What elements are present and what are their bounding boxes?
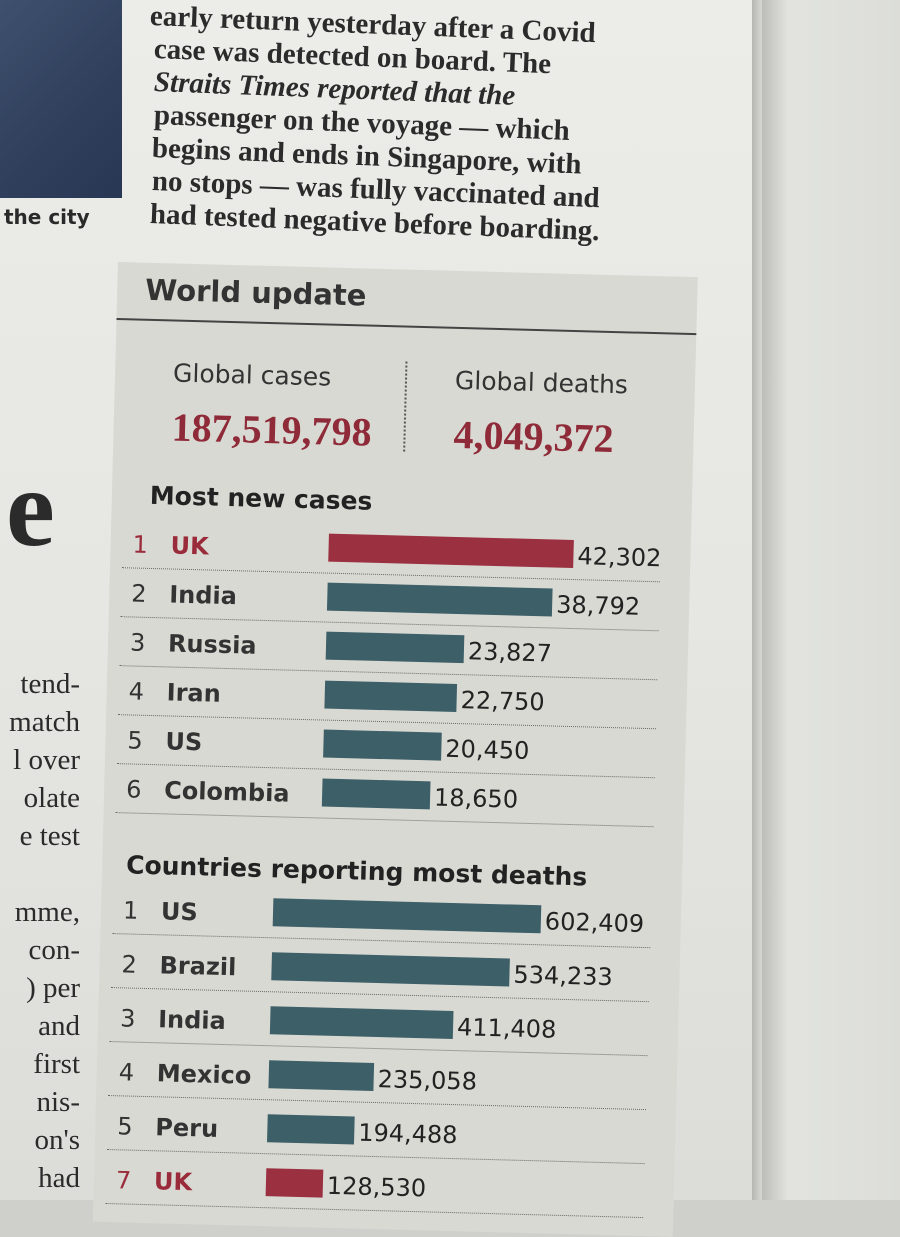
country-label: US	[160, 897, 199, 927]
value-label: 411,408	[456, 1013, 557, 1044]
left-column-line: and	[38, 1010, 80, 1042]
panel-title: World update	[144, 272, 367, 313]
deaths-bar	[271, 952, 510, 987]
left-column-line: ) per	[26, 972, 80, 1004]
headline-fragment: e	[6, 447, 55, 569]
value-label: 18,650	[433, 783, 519, 814]
country-label: UK	[153, 1167, 193, 1197]
global-deaths-label: Global deaths	[454, 365, 629, 400]
new-cases-row: 6 Colombia 18,650	[104, 769, 665, 828]
deaths-bar	[267, 1114, 355, 1145]
left-column-line: had	[38, 1162, 80, 1194]
value-label: 235,058	[377, 1065, 478, 1096]
rank-label: 7	[115, 1166, 132, 1195]
deaths-bar	[272, 898, 542, 934]
value-label: 42,302	[577, 542, 662, 573]
rank-label: 4	[128, 677, 145, 706]
world-update-panel: World update Global cases 187,519,798 Gl…	[92, 262, 698, 1237]
left-column-line: l over	[13, 744, 80, 776]
value-label: 38,792	[555, 590, 641, 621]
rank-label: 3	[129, 628, 146, 657]
left-column-line: first	[33, 1048, 80, 1080]
new-cases-row: 3 Russia 23,827	[107, 622, 668, 681]
deaths-row: 1 US 602,409	[100, 890, 661, 949]
article-text: early return yesterday after a Covid cas…	[149, 0, 690, 247]
deaths-row: 5 Peru 194,488	[95, 1106, 656, 1165]
country-label: Mexico	[156, 1059, 252, 1090]
left-column-text: tend- match l over olate e test mme, con…	[0, 665, 80, 1197]
country-label: India	[168, 580, 238, 611]
photo-caption: the city	[4, 205, 90, 229]
value-label: 602,409	[544, 907, 645, 938]
new-cases-row: 2 India 38,792	[109, 573, 670, 632]
rank-label: 2	[130, 579, 147, 608]
left-column-line: mme,	[14, 896, 80, 928]
new-cases-bar	[328, 533, 574, 569]
new-cases-bar	[326, 582, 553, 617]
global-deaths-value: 4,049,372	[453, 411, 615, 462]
news-photo	[0, 0, 122, 198]
global-cases-label: Global cases	[172, 358, 332, 392]
left-column-line: con-	[28, 934, 80, 966]
rank-label: 5	[117, 1112, 134, 1141]
rank-label: 4	[118, 1058, 135, 1087]
global-cases-value: 187,519,798	[171, 404, 373, 455]
left-column-line: e test	[19, 820, 80, 852]
deaths-bar	[268, 1060, 375, 1091]
deaths-bar	[265, 1168, 324, 1198]
title-rule	[116, 317, 697, 336]
value-label: 194,488	[357, 1118, 458, 1150]
adjacent-page	[760, 0, 900, 1200]
deaths-row: 4 Mexico 235,058	[96, 1052, 657, 1111]
value-label: 20,450	[445, 734, 530, 765]
country-label: India	[157, 1005, 227, 1036]
left-column-gap	[0, 855, 80, 893]
country-label: UK	[170, 531, 210, 561]
country-label: Colombia	[163, 776, 290, 808]
left-column-line: on's	[34, 1124, 80, 1156]
new-cases-bar	[323, 729, 442, 761]
deaths-row: 2 Brazil 534,233	[99, 944, 660, 1003]
new-cases-row: 5 US 20,450	[105, 720, 666, 779]
value-label: 23,827	[467, 637, 553, 668]
deaths-bar	[269, 1006, 454, 1040]
value-label: 128,530	[326, 1171, 427, 1203]
country-label: Russia	[167, 629, 257, 660]
rank-label: 5	[127, 726, 144, 755]
country-label: US	[165, 727, 203, 757]
country-label: Iran	[166, 678, 222, 708]
new-cases-row: 4 Iran 22,750	[106, 671, 667, 730]
left-column-line: olate	[23, 782, 80, 814]
left-column-line: nis-	[36, 1086, 81, 1118]
rank-label: 6	[125, 775, 142, 804]
new-cases-bar	[325, 631, 465, 664]
left-column-line: tend-	[20, 668, 80, 700]
new-cases-row: 1 UK 42,302	[110, 524, 671, 583]
new-cases-bar	[321, 778, 431, 810]
rank-label: 1	[132, 530, 149, 559]
left-column-line: match	[9, 706, 80, 738]
rank-label: 2	[121, 950, 138, 979]
row-rule	[105, 1202, 644, 1219]
new-cases-bar	[324, 680, 458, 713]
country-label: Peru	[154, 1113, 219, 1143]
value-label: 22,750	[460, 686, 545, 717]
rank-label: 3	[119, 1004, 136, 1033]
most-deaths-heading: Countries reporting most deaths	[125, 850, 588, 892]
deaths-row: 3 India 411,408	[98, 998, 659, 1057]
country-label: Brazil	[159, 951, 237, 982]
value-label: 534,233	[513, 960, 614, 992]
most-new-cases-heading: Most new cases	[149, 480, 373, 516]
stats-divider	[403, 361, 408, 452]
row-rule	[115, 812, 654, 828]
deaths-row: 7 UK 128,530	[93, 1160, 654, 1219]
rank-label: 1	[122, 896, 139, 925]
